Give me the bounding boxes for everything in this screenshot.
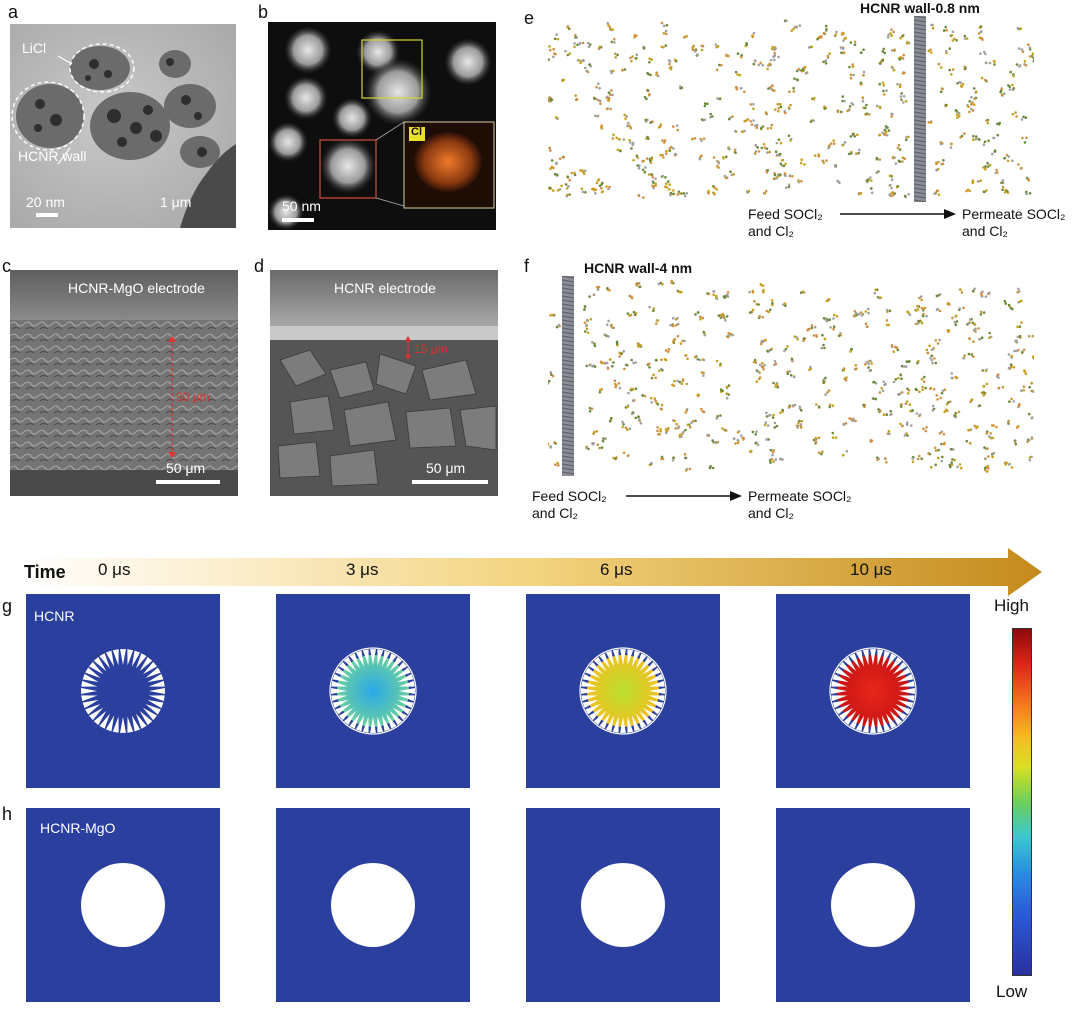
cl-label: Cl xyxy=(411,126,422,138)
simulation-g-10us xyxy=(776,594,970,788)
permeate-line1-f: Permeate SOCl₂ xyxy=(748,488,852,504)
colorbar-low-label: Low xyxy=(996,982,1028,1001)
permeate-label-e: Permeate SOCl₂ and Cl₂ xyxy=(962,206,1065,240)
panel-label-h: h xyxy=(2,804,13,824)
flow-arrow-f xyxy=(626,491,742,501)
panel-label-a: a xyxy=(8,2,19,22)
feed-label-f: Feed SOCl₂ and Cl₂ xyxy=(532,488,607,522)
panel-label-c: c xyxy=(2,256,11,276)
flow-arrow-e xyxy=(840,209,956,219)
scale-bar-b xyxy=(282,218,314,222)
stem-image-panel-b: Cl 50 nm xyxy=(268,22,496,230)
tem-image-panel-a: LiCl HCNR wall 20 nm 1 μm xyxy=(10,24,236,228)
md-simulation-f xyxy=(548,276,1034,476)
scale-text-d: 50 μm xyxy=(426,460,466,476)
tem-image xyxy=(10,24,236,228)
md-molecules-e xyxy=(548,16,1034,202)
simulation-h-0us xyxy=(26,808,220,1002)
simulation-h-6us xyxy=(526,808,720,1002)
simulation-g-3us xyxy=(276,594,470,788)
permeate-line1-e: Permeate SOCl₂ xyxy=(962,206,1066,222)
time-6: 6 μs xyxy=(600,560,633,579)
panel-c-title: HCNR-MgO electrode xyxy=(68,280,205,296)
sem-image-panel-c: HCNR-MgO electrode 90 μm 50 μm xyxy=(10,270,238,496)
row-label-h: HCNR-MgO xyxy=(40,820,116,836)
simulation-g-6us xyxy=(526,594,720,788)
simulation-h-10us xyxy=(776,808,970,1002)
permeate-line2-e: and Cl₂ xyxy=(962,223,1008,239)
panel-e-title: HCNR wall-0.8 nm xyxy=(860,0,980,16)
permeate-line2-f: and Cl₂ xyxy=(748,505,794,521)
scale-bar-c xyxy=(156,480,220,484)
simulation-g-0us xyxy=(26,594,220,788)
scale-text-b: 50 nm xyxy=(282,198,321,214)
feed-line1-f: Feed SOCl₂ xyxy=(532,488,607,504)
time-arrow xyxy=(16,548,1042,596)
colorbar xyxy=(1012,628,1032,976)
md-molecules-f xyxy=(548,276,1034,476)
time-label: Time xyxy=(24,562,66,582)
time-10: 10 μs xyxy=(850,560,892,579)
sem-image-d xyxy=(270,270,498,496)
simulation-h-3us xyxy=(276,808,470,1002)
panel-label-d: d xyxy=(254,256,265,276)
feed-line2-f: and Cl₂ xyxy=(532,505,578,521)
permeate-label-f: Permeate SOCl₂ and Cl₂ xyxy=(748,488,851,522)
panel-label-b: b xyxy=(258,2,269,22)
panel-label-g: g xyxy=(2,596,13,616)
feed-line2-e: and Cl₂ xyxy=(748,223,794,239)
scale-bar-d xyxy=(412,480,488,484)
stem-image xyxy=(268,26,495,230)
panel-label-f: f xyxy=(524,256,530,276)
sem-image-panel-d: HCNR electrode 15 μm 50 μm xyxy=(270,270,498,496)
feed-label-e: Feed SOCl₂ and Cl₂ xyxy=(748,206,823,240)
licl-label: LiCl xyxy=(22,40,47,56)
panel-label-e: e xyxy=(524,8,535,28)
scale-bar-small xyxy=(36,213,58,217)
scale-text-large: 1 μm xyxy=(160,194,192,210)
scale-text-small: 20 nm xyxy=(26,194,65,210)
thickness-label-c: 90 μm xyxy=(176,390,210,404)
panel-d-title: HCNR electrode xyxy=(334,280,436,296)
time-3: 3 μs xyxy=(346,560,379,579)
feed-line1-e: Feed SOCl₂ xyxy=(748,206,823,222)
thickness-label-d: 15 μm xyxy=(414,342,448,356)
panel-f-title: HCNR wall-4 nm xyxy=(584,260,693,276)
colorbar-high-label: High xyxy=(994,596,1029,615)
sem-image-c xyxy=(10,270,238,496)
scale-text-c: 50 μm xyxy=(166,460,206,476)
time-0: 0 μs xyxy=(98,560,131,579)
row-label-g: HCNR xyxy=(34,608,75,624)
md-simulation-e xyxy=(548,16,1034,202)
hcnr-wall-label: HCNR wall xyxy=(18,148,87,164)
